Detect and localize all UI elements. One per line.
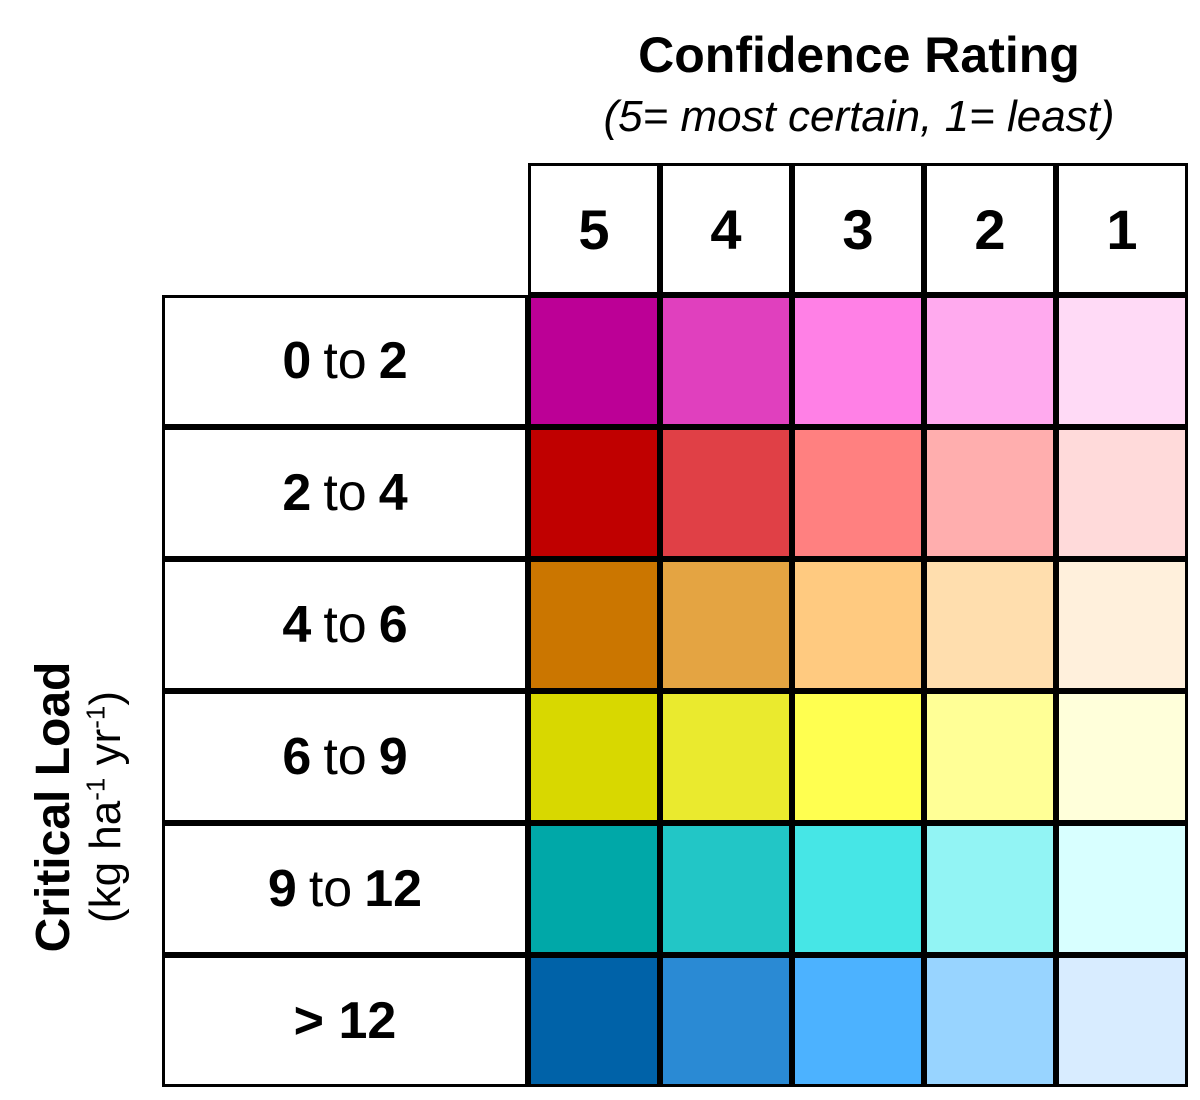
range-separator: to [323, 596, 367, 654]
range-to: > 12 [293, 992, 397, 1050]
critical-load-axis-title: Critical Load (kg ha-1 yr-1) [27, 527, 158, 1087]
critical-load-range-label: > 12 [162, 955, 528, 1087]
range-to: 4 [378, 464, 408, 522]
confidence-rating-title: Confidence Rating [638, 27, 1080, 83]
critical-load-range-label: 2 to 4 [162, 427, 528, 559]
range-from: 2 [282, 464, 312, 522]
range-to: 12 [364, 860, 423, 918]
critical-load-range-label: 6 to 9 [162, 691, 528, 823]
critical-load-title: Critical Load [27, 661, 80, 953]
color-swatch [1056, 427, 1188, 559]
rating-header-5: 5 [528, 163, 660, 295]
critical-load-range-label: 0 to 2 [162, 295, 528, 427]
color-swatch [924, 823, 1056, 955]
rating-header-2: 2 [924, 163, 1056, 295]
color-swatch [924, 295, 1056, 427]
color-swatch [528, 823, 660, 955]
rating-header-1: 1 [1056, 163, 1188, 295]
color-swatch [924, 691, 1056, 823]
color-swatch [1056, 295, 1188, 427]
color-swatch [924, 955, 1056, 1087]
color-swatch [528, 559, 660, 691]
color-swatch [528, 955, 660, 1087]
color-swatch [792, 823, 924, 955]
critical-load-range-label: 9 to 12 [162, 823, 528, 955]
color-swatch [660, 691, 792, 823]
color-swatch [660, 823, 792, 955]
range-separator: to [323, 332, 367, 390]
color-swatch [528, 691, 660, 823]
critical-load-unit: (kg ha-1 yr-1) [80, 690, 130, 924]
color-swatch [660, 955, 792, 1087]
color-swatch [924, 559, 1056, 691]
color-swatch [660, 295, 792, 427]
range-to: 6 [378, 596, 408, 654]
color-swatch [792, 427, 924, 559]
color-swatch [792, 295, 924, 427]
range-separator: to [308, 860, 353, 918]
color-swatch [1056, 691, 1188, 823]
color-swatch [528, 295, 660, 427]
color-swatch [1056, 955, 1188, 1087]
rating-header-4: 4 [660, 163, 792, 295]
range-from: 6 [282, 728, 312, 786]
critical-load-range-label: 4 to 6 [162, 559, 528, 691]
color-swatch [528, 427, 660, 559]
color-swatch [1056, 823, 1188, 955]
confidence-rating-header-row: 5 4 3 2 1 [528, 163, 1190, 295]
range-to: 9 [378, 728, 408, 786]
range-to: 2 [378, 332, 408, 390]
range-from: 9 [267, 860, 297, 918]
color-swatch [660, 427, 792, 559]
color-swatch [792, 955, 924, 1087]
range-from: 0 [282, 332, 312, 390]
range-from: 4 [282, 596, 312, 654]
range-separator: to [323, 728, 367, 786]
color-swatch [924, 427, 1056, 559]
rating-header-3: 3 [792, 163, 924, 295]
color-swatch [660, 559, 792, 691]
color-swatch [792, 691, 924, 823]
color-swatch [1056, 559, 1188, 691]
color-swatch [792, 559, 924, 691]
range-separator: to [323, 464, 367, 522]
confidence-rating-subtitle: (5= most certain, 1= least) [603, 92, 1115, 141]
